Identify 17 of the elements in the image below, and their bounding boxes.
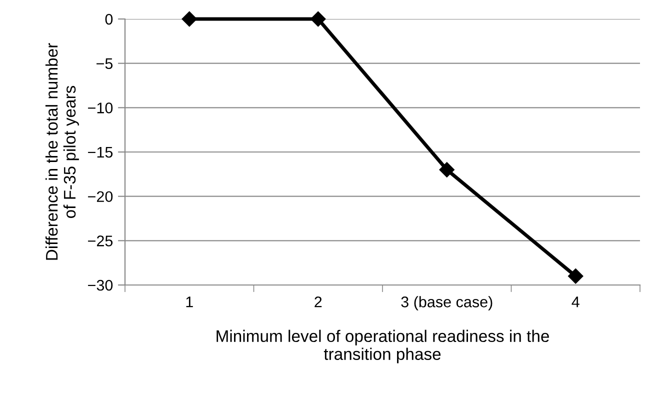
y-tick-label: −5 [96,58,113,70]
y-tick-label: −15 [88,147,113,158]
point [568,268,584,284]
point [182,11,197,27]
point [310,11,326,27]
y-tick-label: −30 [88,280,113,291]
x-tick-label: 2 [314,296,322,308]
point [439,162,454,178]
x-axis-title: Minimum level of operational readiness in the transition phase [216,330,549,364]
x-tick-label: 1 [186,296,193,308]
y-tick-label: 0 [105,14,113,25]
x-tick-label: 4 [572,296,580,308]
y-tick-label: −10 [88,102,113,114]
y-tick-label: −20 [88,191,113,202]
x-tick-label: 3 (base case) [401,296,492,310]
y-tick-label: −25 [88,236,113,246]
y-axis-title: Difference in the total number of F-35 pilot years [45,43,79,260]
